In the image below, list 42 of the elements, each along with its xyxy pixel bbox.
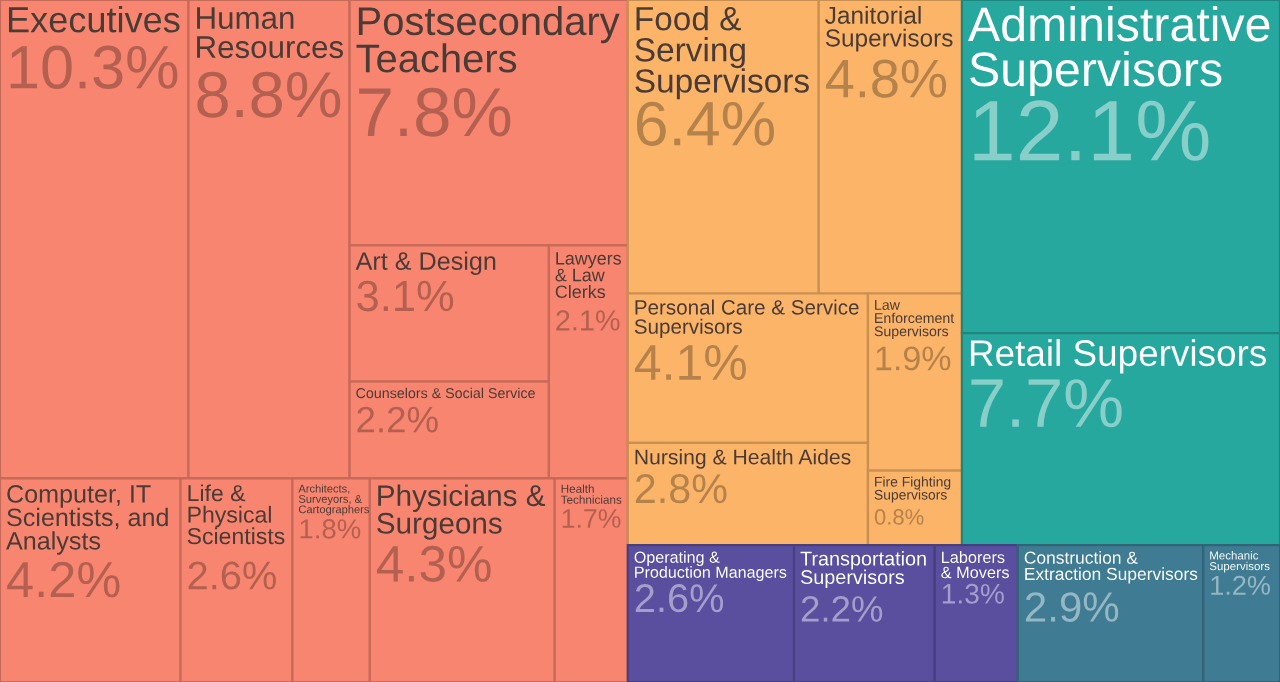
data-label: 10.3%	[10, 45, 178, 89]
category-label: Lawyers & Law Clerks	[555, 252, 621, 299]
data-label: 2.1%	[556, 310, 620, 331]
category-label: Operating & Production Managers	[634, 551, 787, 582]
data-label: 7.8%	[359, 87, 511, 137]
category-label: Personal Care & Service Supervisors	[634, 299, 859, 338]
category-label: Physicians & Surgeons	[377, 484, 546, 540]
data-label: 0.8%	[874, 509, 924, 525]
category-label: Executives	[8, 6, 180, 33]
data-label: 6.4%	[636, 101, 774, 146]
data-label: 1.7%	[562, 509, 621, 528]
category-label: Human Resources	[197, 7, 343, 59]
data-label: 7.7%	[971, 379, 1122, 428]
category-label: Food & Serving Supervisors	[635, 6, 809, 100]
category-label: Postsecondary Teachers	[356, 6, 620, 73]
data-label: 8.8%	[197, 71, 341, 118]
data-label: 3.1%	[357, 280, 454, 312]
data-label: 1.9%	[876, 346, 951, 371]
category-label: Nursing & Health Aides	[635, 448, 851, 469]
data-label: 1.3%	[942, 583, 1004, 604]
category-label: Life & Physical Scientists	[187, 484, 285, 545]
data-label: 1.2%	[1211, 575, 1270, 595]
category-label: Laborers & Movers	[941, 551, 1009, 579]
category-label: Janitorial Supervisors	[825, 6, 953, 52]
data-label: 2.2%	[357, 406, 438, 433]
data-label: 2.6%	[188, 561, 276, 590]
data-label: 2.8%	[635, 474, 727, 504]
data-label: 4.3%	[376, 545, 491, 582]
data-label: 2.2%	[801, 596, 883, 622]
data-label: 12.1%	[974, 100, 1209, 161]
data-label: 4.8%	[825, 59, 947, 98]
data-label: 4.1%	[634, 345, 746, 381]
category-label: Computer, IT Scientists, and Analysts	[6, 485, 168, 555]
data-label: 2.9%	[1025, 592, 1119, 622]
data-label: 4.2%	[7, 561, 120, 598]
category-label: Transportation Supervisors	[800, 551, 926, 589]
data-label: 2.6%	[635, 584, 724, 613]
data-label: 1.8%	[300, 519, 361, 539]
category-label: Retail Supervisors	[970, 339, 1266, 374]
category-label: Administrative Supervisors	[968, 6, 1270, 97]
category-label: Construction & Extraction Supervisors	[1024, 551, 1198, 584]
category-label: Art & Design	[355, 251, 496, 275]
